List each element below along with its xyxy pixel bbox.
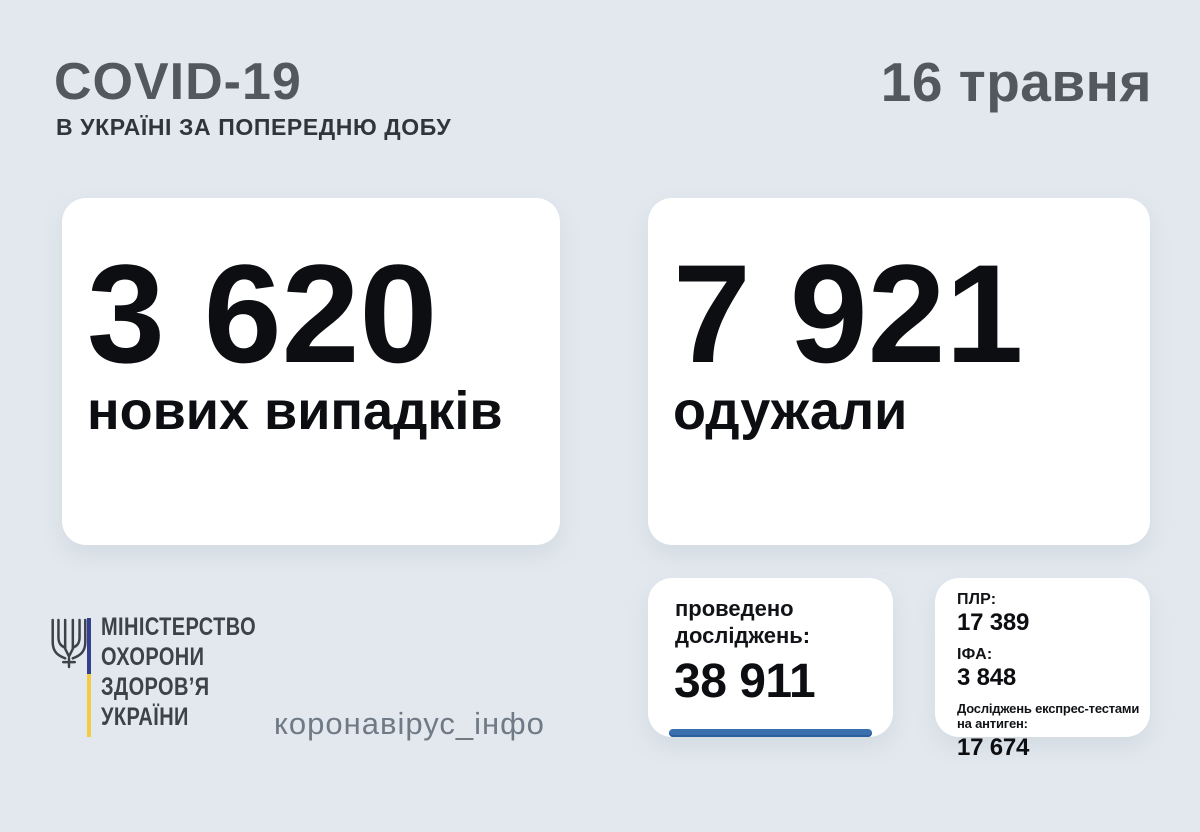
plr-value: 17 389 [957, 609, 1030, 636]
page-subtitle: В УКРАЇНІ ЗА ПОПЕРЕДНЮ ДОБУ [56, 114, 452, 140]
ifa-value: 3 848 [957, 664, 1017, 691]
flag-yellow-segment [87, 674, 91, 737]
tryzub-icon [51, 618, 87, 669]
channel-handle: коронавірус_інфо [274, 706, 545, 741]
tests-card: проведено досліджень: 38 911 [648, 578, 893, 737]
flag-stripe-icon [87, 618, 91, 737]
ministry-line-2: ОХОРОНИ [101, 643, 205, 671]
new-cases-card: 3 620 нових випадків [62, 198, 560, 545]
report-date: 16 травня [880, 51, 1152, 113]
page-title: COVID-19 [54, 53, 302, 111]
tests-value: 38 911 [674, 655, 816, 708]
ministry-line-4: УКРАЇНИ [101, 703, 189, 731]
tests-breakdown-list: ПЛР: 17 389 ІФА: 3 848 Досліджень експре… [957, 591, 1142, 762]
tests-breakdown-card: ПЛР: 17 389 ІФА: 3 848 Досліджень експре… [935, 578, 1150, 761]
plr-label: ПЛР: [957, 591, 997, 608]
recovered-card: 7 921 одужали [648, 198, 1150, 545]
new-cases-value: 3 620 [87, 235, 438, 392]
ministry-name: МІНІСТЕРСТВО ОХОРОНИ ЗДОРОВ’Я УКРАЇНИ [101, 612, 256, 732]
tests-accent-bar [669, 729, 872, 737]
recovered-value: 7 921 [673, 235, 1024, 392]
ifa-label: ІФА: [957, 646, 993, 663]
ministry-line-3: ЗДОРОВ’Я [101, 673, 210, 701]
tests-label: проведено досліджень: [675, 596, 811, 648]
flag-blue-segment [87, 618, 91, 674]
new-cases-label: нових випадків [87, 381, 503, 441]
ministry-line-1: МІНІСТЕРСТВО [101, 613, 257, 641]
antigen-label-line1: Досліджень експрес-тестами [957, 701, 1140, 716]
recovered-label: одужали [673, 381, 908, 441]
antigen-value: 17 674 [957, 734, 1030, 761]
antigen-label-line2: на антиген: [957, 716, 1028, 731]
